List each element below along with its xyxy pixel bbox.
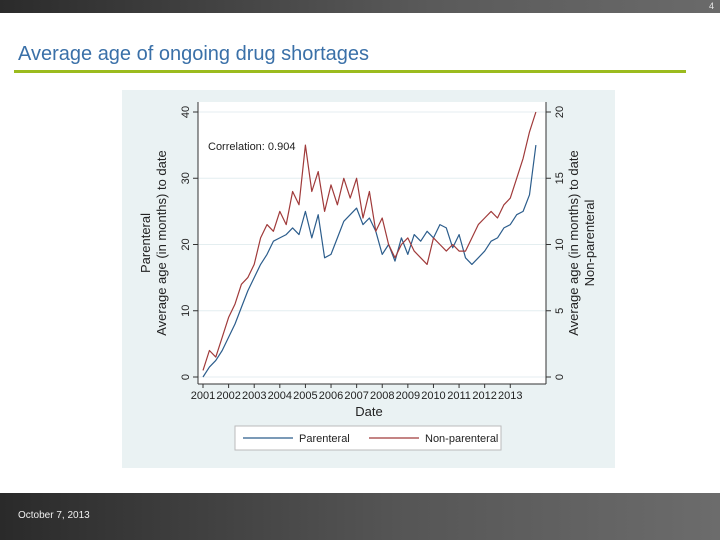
y-right-title-line2: Non-parenteral: [582, 200, 597, 287]
y-right-title-line1: Average age (in months) to date: [566, 150, 581, 336]
legend-parenteral-label: Parenteral: [299, 433, 350, 445]
series-lines: [202, 111, 537, 378]
x-tick-label-2007: 2007: [344, 390, 368, 402]
y-right-tick-label-10: 10: [554, 238, 566, 250]
x-tick-label-2006: 2006: [319, 390, 343, 402]
y-left-tick-label-40: 40: [180, 106, 192, 118]
legend: Parenteral Non-parenteral: [234, 425, 502, 451]
y-left-title-line2: Average age (in months) to date: [154, 150, 169, 336]
y-right-tick-label-15: 15: [554, 172, 566, 184]
x-tick-label-2005: 2005: [293, 390, 317, 402]
x-tick-label-2008: 2008: [370, 390, 394, 402]
x-tick-label-2010: 2010: [421, 390, 445, 402]
x-tick-label-2009: 2009: [396, 390, 420, 402]
y-right-tick-label-20: 20: [554, 106, 566, 118]
y-left-title-line1: Parenteral: [138, 213, 153, 273]
y-left-tick-label-10: 10: [180, 305, 192, 317]
series-line-parenteral: [202, 145, 537, 378]
y-left-tick-label-20: 20: [180, 238, 192, 250]
x-tick-label-2001: 2001: [191, 390, 215, 402]
legend-nonparenteral-label: Non-parenteral: [425, 433, 498, 445]
x-tick-label-2004: 2004: [268, 390, 292, 402]
chart-panel: 0 10 20 30 40 0 5 10 15 20 2001 2002 2003 2004 2005 200…: [122, 90, 615, 468]
x-tick-label-2011: 2011: [447, 390, 471, 402]
x-axis-title: Date: [355, 404, 382, 419]
y-right-tick-label-0: 0: [554, 374, 566, 380]
page-number: 4: [708, 1, 714, 11]
y-left-tick-label-0: 0: [180, 374, 192, 380]
title-rule: [14, 70, 686, 73]
footer-date: October 7, 2013: [18, 510, 90, 521]
x-tick-label-2012: 2012: [472, 390, 496, 402]
top-bar: 4: [0, 0, 720, 13]
x-tick-label-2013: 2013: [498, 390, 522, 402]
x-tick-label-2003: 2003: [242, 390, 266, 402]
series-line-non-parenteral: [202, 111, 537, 371]
footer-bar: October 7, 2013: [0, 493, 720, 540]
plot-area: [198, 102, 546, 384]
slide-title: Average age of ongoing drug shortages: [18, 43, 370, 65]
y-right-tick-label-5: 5: [554, 308, 566, 314]
correlation-annotation: Correlation: 0.904: [208, 141, 295, 153]
x-tick-label-2002: 2002: [216, 390, 240, 402]
y-left-tick-label-30: 30: [180, 172, 192, 184]
grid-lines: [198, 111, 546, 378]
